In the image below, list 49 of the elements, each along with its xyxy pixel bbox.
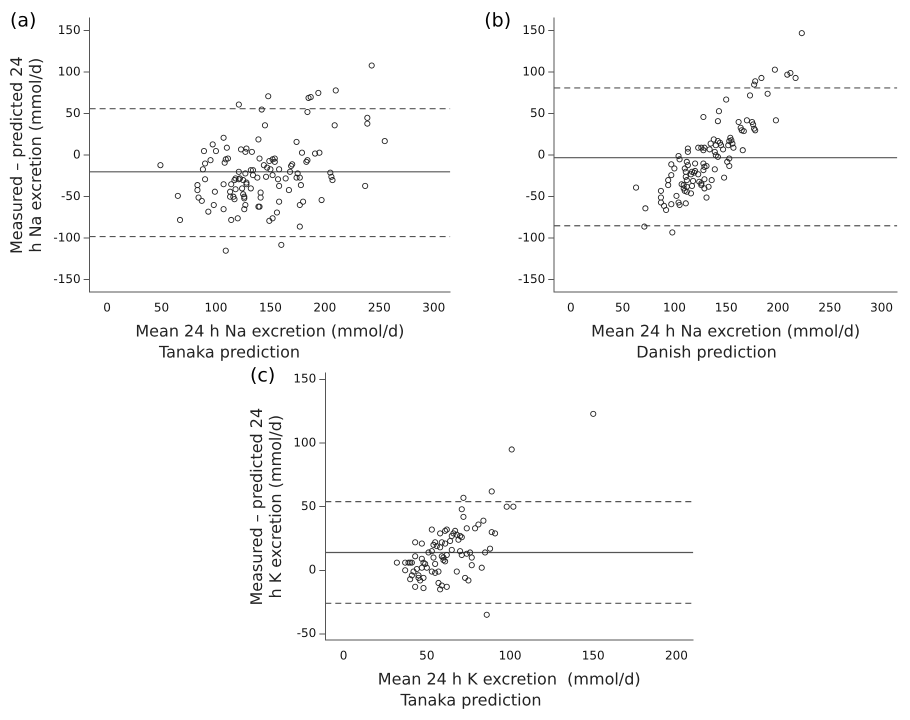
- text: Tanaka prediction: [158, 342, 300, 362]
- x-axis-title: Mean 24 h Na excretion (mmol/d): [135, 321, 404, 340]
- y-tick-label: -150: [518, 272, 546, 286]
- x-tick-label: 200: [766, 300, 790, 315]
- y-tick-label: -150: [53, 272, 81, 286]
- x-tick-label: 50: [419, 648, 434, 663]
- chart-title: (a): [10, 9, 36, 32]
- y-tick-label: 0: [538, 147, 546, 162]
- x-tick-label: 100: [498, 648, 522, 663]
- x-tick-label: 200: [313, 300, 336, 315]
- y-tick-label: 0: [72, 147, 81, 162]
- x-tick-label: 250: [818, 300, 842, 315]
- x-tick-label: 150: [582, 648, 605, 663]
- y-axis-title: Measured – predicted 24 h K excretion (mmol/d): [246, 408, 285, 606]
- y-tick-label: -50: [61, 188, 81, 203]
- x-tick-label: 150: [258, 300, 282, 315]
- y-tick-label: 100: [522, 64, 546, 78]
- x-tick-label: 200: [665, 648, 688, 663]
- x-tick-label: 0: [103, 300, 111, 315]
- y-tick-label: -100: [518, 230, 546, 244]
- y-tick-label: 50: [301, 498, 316, 513]
- y-tick-label: -100: [53, 230, 81, 244]
- x-tick-label: 150: [714, 300, 738, 315]
- y-tick-label: 50: [530, 106, 546, 120]
- x-tick-label: 250: [368, 300, 391, 315]
- y-tick-label: -50: [296, 626, 316, 640]
- y-tick-label: 150: [58, 22, 81, 37]
- x-tick-label: 100: [662, 300, 686, 315]
- chart-title: (b): [484, 9, 512, 32]
- x-tick-label: 0: [566, 300, 575, 315]
- x-tick-label: 300: [422, 300, 446, 315]
- x-tick-label: 50: [614, 300, 630, 315]
- x-tick-label: 50: [154, 300, 170, 315]
- y-axis-title: Measured – predicted 24 h Na excretion (mmol/d): [6, 56, 45, 254]
- x-tick-label: 300: [870, 300, 894, 315]
- y-tick-label: 100: [58, 64, 81, 78]
- y-tick-label: -50: [526, 188, 546, 203]
- y-tick-label: 100: [293, 435, 316, 450]
- y-tick-label: 0: [308, 562, 316, 576]
- x-axis-title: Mean 24 h K excretion (mmol/d): [378, 669, 641, 688]
- x-tick-label: 0: [340, 648, 348, 663]
- y-tick-label: 150: [522, 22, 546, 37]
- x-axis-title: Mean 24 h Na excretion (mmol/d): [591, 321, 860, 340]
- chart-title: (c): [250, 364, 276, 386]
- text: Tanaka prediction: [399, 690, 542, 710]
- text: Danish prediction: [636, 342, 777, 362]
- x-tick-label: 100: [204, 300, 228, 315]
- y-tick-label: 50: [65, 106, 81, 120]
- y-tick-label: 150: [293, 372, 316, 386]
